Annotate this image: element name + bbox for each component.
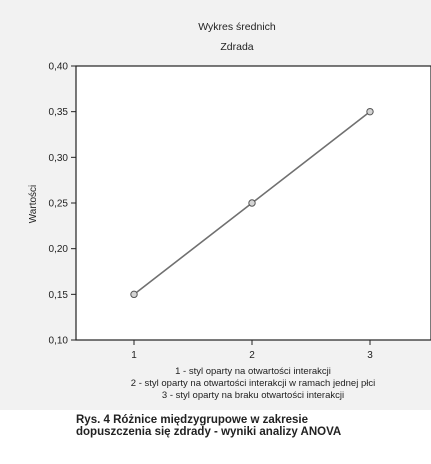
legend-line: 3 - styl oparty na braku otwartości inte… <box>162 390 344 401</box>
y-axis: 0,10 0,15 0,20 0,25 0,30 0,35 0,40 <box>49 62 76 347</box>
figure-caption: Rys. 4 Różnice międzygrupowe w zakresie … <box>76 414 416 438</box>
y-tick-label: 0,10 <box>49 336 69 347</box>
data-point <box>130 290 138 299</box>
x-tick-label: 1 <box>131 350 137 361</box>
chart-title: Wykres średnich <box>198 21 276 33</box>
data-point <box>366 107 374 116</box>
x-tick-label: 2 <box>249 350 255 361</box>
y-tick-label: 0,15 <box>49 290 69 301</box>
y-tick-label: 0,25 <box>49 199 69 210</box>
chart-figure: Wykres średnich Zdrada Wartości 0,10 0,15… <box>0 0 431 410</box>
legend-line: 1 - styl oparty na otwartości interakcji <box>175 366 331 377</box>
chart-subtitle: Zdrada <box>220 41 253 53</box>
x-axis: 1 2 3 <box>131 340 373 361</box>
y-tick-label: 0,30 <box>49 153 69 164</box>
legend-line: 2 - styl oparty na otwartości interakcji… <box>131 378 375 389</box>
y-tick-label: 0,40 <box>49 62 69 73</box>
series-group <box>130 107 374 299</box>
x-tick-label: 3 <box>367 350 373 361</box>
line-chart: Wykres średnich Zdrada Wartości 0,10 0,15… <box>28 21 431 401</box>
y-tick-label: 0,20 <box>49 244 69 255</box>
y-axis-label: Wartości <box>28 185 39 224</box>
caption-line-2: dopuszczenia się zdrady - wyniki analizy… <box>76 426 342 438</box>
data-point <box>248 199 256 207</box>
category-legend: 1 - styl oparty na otwartości interakcji… <box>131 366 375 401</box>
caption-line-1: Rys. 4 Różnice międzygrupowe w zakresie <box>76 414 308 426</box>
y-tick-label: 0,35 <box>49 107 69 118</box>
